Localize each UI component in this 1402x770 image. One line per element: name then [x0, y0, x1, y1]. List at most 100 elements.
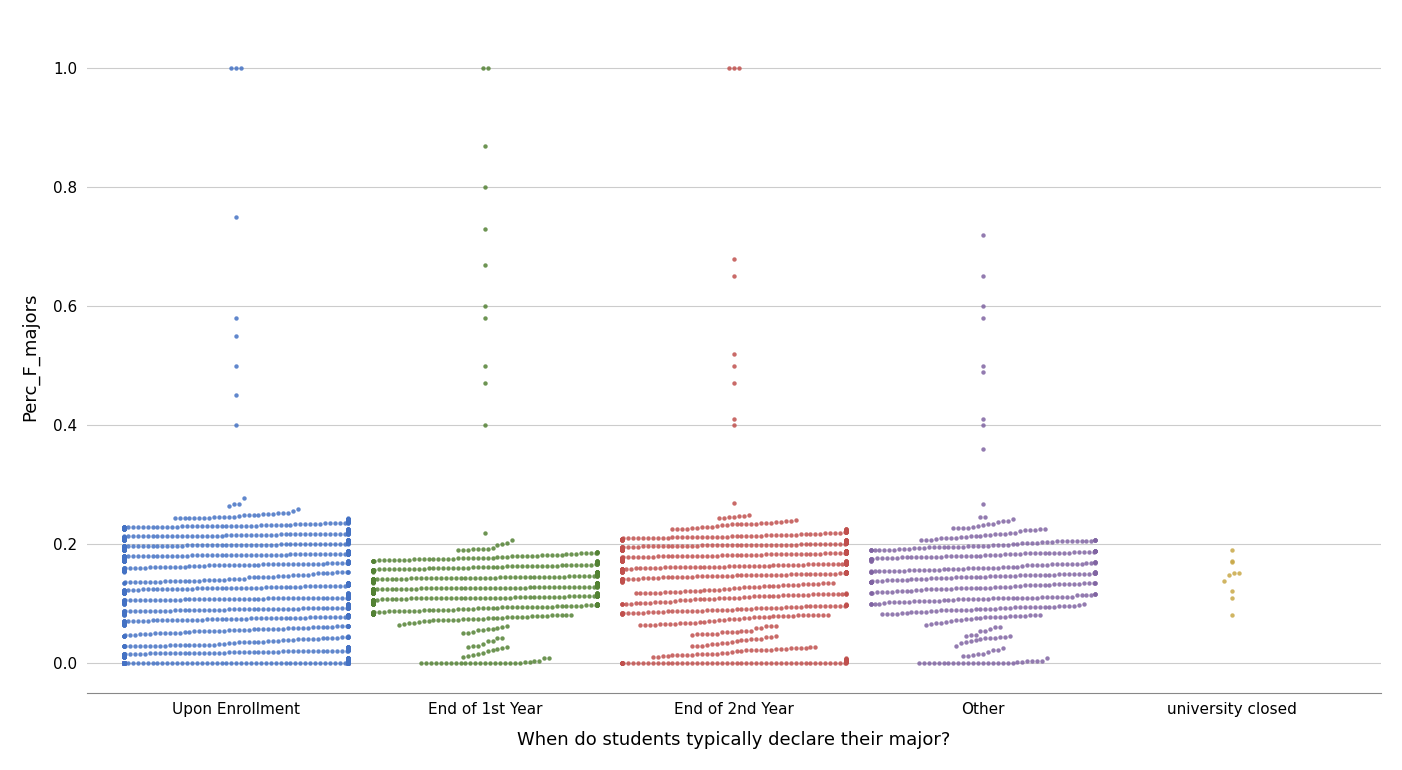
Point	[114, 657, 136, 669]
Point	[1053, 568, 1075, 581]
Point	[362, 585, 384, 598]
Point	[876, 574, 899, 587]
Point	[757, 590, 780, 602]
Point	[997, 539, 1019, 551]
Point	[257, 603, 279, 615]
Point	[834, 567, 857, 580]
Point	[548, 571, 571, 583]
Point	[491, 621, 513, 633]
Point	[336, 566, 359, 578]
Point	[336, 601, 359, 613]
Point	[336, 535, 359, 547]
Point	[114, 587, 136, 599]
Point	[910, 534, 932, 546]
Point	[282, 569, 304, 581]
Point	[336, 588, 359, 601]
Point	[679, 585, 701, 598]
Point	[336, 547, 359, 559]
Point	[444, 572, 467, 584]
Point	[834, 653, 857, 665]
Point	[551, 600, 573, 612]
Point	[336, 620, 359, 632]
Point	[362, 598, 384, 610]
Point	[114, 657, 136, 669]
Point	[240, 657, 262, 669]
Point	[114, 576, 136, 588]
Point	[533, 591, 555, 603]
Point	[327, 602, 349, 614]
Point	[444, 582, 467, 594]
Point	[714, 614, 736, 626]
Point	[336, 591, 359, 604]
Point	[336, 513, 359, 525]
Point	[144, 604, 167, 617]
Point	[764, 657, 787, 669]
Point	[1084, 545, 1106, 557]
Point	[620, 598, 642, 610]
Point	[652, 551, 674, 563]
Point	[114, 544, 136, 556]
Point	[725, 635, 747, 648]
Point	[336, 537, 359, 549]
Point	[477, 542, 499, 554]
Point	[336, 657, 359, 669]
Point	[907, 564, 930, 576]
Point	[676, 550, 698, 562]
Point	[1084, 566, 1106, 578]
Point	[114, 531, 136, 544]
Point	[787, 609, 809, 621]
Point	[336, 547, 359, 560]
Point	[586, 580, 608, 592]
Point	[334, 657, 356, 669]
Point	[336, 644, 359, 657]
Point	[526, 560, 548, 572]
Point	[227, 603, 250, 615]
Point	[114, 565, 136, 578]
Point	[336, 654, 359, 667]
Point	[336, 620, 359, 632]
Point	[632, 606, 655, 618]
Point	[168, 639, 191, 651]
Point	[114, 552, 136, 564]
Point	[491, 538, 513, 551]
Point	[184, 625, 206, 638]
Point	[974, 611, 997, 624]
Point	[541, 601, 564, 613]
Point	[586, 569, 608, 581]
Point	[336, 591, 359, 603]
Point	[611, 542, 634, 554]
Point	[967, 593, 990, 605]
Point	[1014, 601, 1036, 614]
Point	[114, 534, 136, 546]
Point	[336, 591, 359, 603]
Point	[935, 604, 958, 617]
Point	[114, 606, 136, 618]
Point	[513, 571, 536, 584]
Point	[336, 656, 359, 668]
Point	[114, 543, 136, 555]
Point	[336, 589, 359, 601]
Point	[611, 565, 634, 578]
Point	[1014, 609, 1036, 621]
Point	[770, 568, 792, 581]
Point	[144, 576, 167, 588]
Point	[114, 657, 136, 669]
Point	[611, 551, 634, 564]
Point	[1073, 598, 1095, 611]
Point	[510, 550, 533, 562]
Point	[336, 644, 359, 656]
Point	[114, 521, 136, 534]
Point	[336, 599, 359, 611]
Point	[649, 587, 672, 599]
Point	[743, 590, 765, 602]
Point	[536, 601, 558, 613]
Point	[336, 588, 359, 601]
Point	[916, 534, 938, 546]
Point	[184, 604, 206, 616]
Point	[774, 548, 796, 561]
Point	[1068, 599, 1091, 611]
Point	[997, 514, 1019, 527]
Point	[336, 610, 359, 622]
Point	[656, 657, 679, 669]
Point	[586, 577, 608, 589]
